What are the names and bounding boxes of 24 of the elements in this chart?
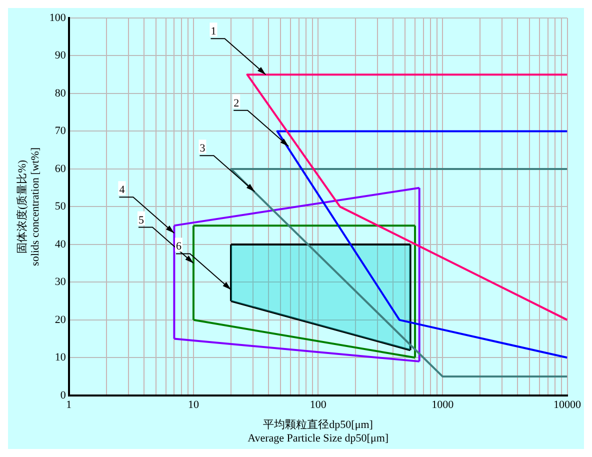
y-tick-label: 0 [60, 389, 66, 402]
x-tick-label: 1000 [432, 398, 454, 411]
annotation: 3 [200, 142, 206, 155]
y-tick-label: 20 [54, 314, 66, 326]
annotation: 5 [138, 214, 144, 226]
y-tick-label: 30 [54, 276, 66, 288]
annotation: 2 [234, 97, 240, 110]
annotation: 4 [119, 184, 126, 196]
y-tick-label: 90 [54, 50, 66, 62]
y-tick-label: 60 [54, 162, 66, 175]
y-tick-label: 50 [54, 200, 66, 213]
y-tick-label: 70 [54, 125, 66, 138]
x-tick-label: 10 [188, 398, 200, 411]
y-tick-label: 100 [49, 12, 66, 24]
annotation: 1 [210, 26, 216, 38]
x-axis-title: 平均颗粒直径dp50[μm] Average Particle Size dp50[μm] [248, 418, 389, 444]
y-tick-label: 10 [54, 352, 66, 364]
y-axis-title: 固体浓度(质量比%) solids concentration [wt%] [15, 147, 42, 266]
x-tick-label: 10000 [554, 398, 582, 411]
x-tick-label: 1 [66, 398, 72, 411]
y-tick-label: 80 [54, 87, 66, 100]
y-tick-label: 40 [54, 238, 66, 250]
x-tick-label: 100 [310, 398, 327, 411]
annotation: 6 [176, 240, 182, 253]
